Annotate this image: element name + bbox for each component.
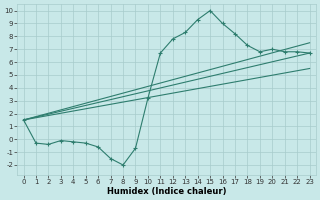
- X-axis label: Humidex (Indice chaleur): Humidex (Indice chaleur): [107, 187, 226, 196]
